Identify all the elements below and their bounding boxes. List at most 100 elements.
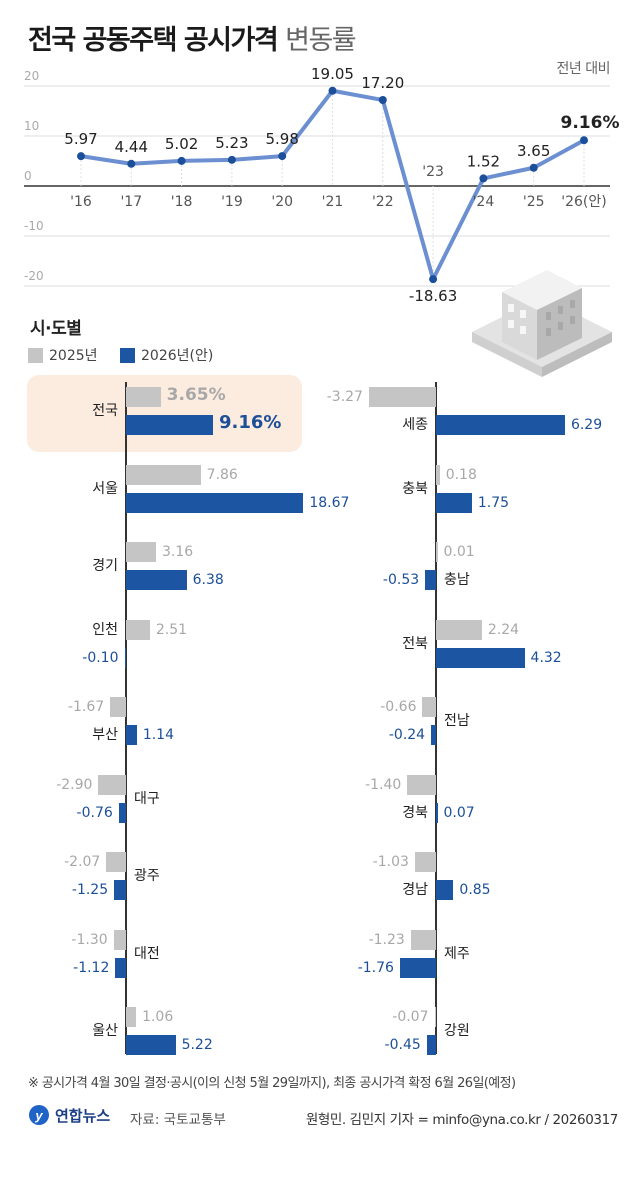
value-label: 6.38 <box>192 572 224 588</box>
bar-2025 <box>414 852 436 872</box>
data-point <box>328 86 337 95</box>
bar-2026 <box>436 802 438 823</box>
legend-swatch-2026 <box>120 347 135 363</box>
bar-2026 <box>436 647 525 668</box>
legend-2026: 2026년(안) <box>120 345 213 365</box>
bar-2025 <box>126 542 157 562</box>
data-point <box>278 152 287 161</box>
data-point <box>77 152 85 161</box>
data-point <box>580 136 588 145</box>
bar-2025 <box>368 387 436 407</box>
bar-2026 <box>436 880 454 900</box>
region-label: 경남 <box>402 882 428 898</box>
data-point <box>429 275 438 284</box>
data-point <box>177 156 186 165</box>
data-label: 9.16% <box>561 113 620 133</box>
x-tick-label: '25 <box>523 194 545 210</box>
bar-2025 <box>434 1007 436 1027</box>
legend-2025: 2025년 <box>28 345 98 365</box>
x-tick-label: '19 <box>221 194 243 210</box>
bar-2026 <box>118 802 126 823</box>
y-tick-label: -10 <box>24 219 44 233</box>
bar-2026 <box>431 725 436 745</box>
value-label: 3.16 <box>162 544 194 560</box>
legend-label: 2026년(안) <box>141 348 214 364</box>
data-label: 19.05 <box>311 65 354 83</box>
value-label: -1.76 <box>357 959 394 976</box>
x-tick-label: '23 <box>422 164 444 180</box>
data-label: 5.97 <box>64 130 97 148</box>
bar-2026 <box>126 1035 176 1055</box>
value-label: -2.07 <box>64 854 101 870</box>
legend-label: 2025년 <box>49 348 98 364</box>
value-label: 4.32 <box>530 649 562 666</box>
bar-2025 <box>110 697 126 717</box>
value-label: -0.10 <box>82 649 119 666</box>
region-label: 충남 <box>444 572 470 588</box>
bar-2025 <box>410 929 436 950</box>
region-label: 인천 <box>92 621 118 638</box>
region-label: 울산 <box>92 1023 118 1039</box>
value-label: -0.76 <box>76 804 113 821</box>
unit-label: 전년 대비 <box>556 61 611 77</box>
line-chart: 20 10 0 -10 -20 5.97 '16 4.44 '17 5.02 '18 5.23 '19 5… <box>24 65 620 305</box>
bar-2025 <box>126 387 161 407</box>
value-label: 1.06 <box>142 1009 174 1025</box>
y-tick-label: 0 <box>24 169 32 183</box>
yonhap-logo-icon: y <box>29 1105 49 1125</box>
value-label: -1.30 <box>71 931 108 948</box>
data-label: 1.52 <box>467 152 500 170</box>
value-label: 18.67 <box>309 494 350 511</box>
title-light: 변동률 <box>285 25 357 56</box>
bar-2025 <box>126 464 201 485</box>
value-label: 1.14 <box>142 727 174 743</box>
value-label: -1.25 <box>71 882 109 898</box>
region-label: 부산 <box>92 727 118 743</box>
left-axis <box>125 382 127 1054</box>
region-label: 강원 <box>444 1023 470 1039</box>
data-label: 5.98 <box>265 130 298 148</box>
x-tick-label: '26(안) <box>561 194 606 210</box>
source: 자료: 국토교통부 <box>130 1112 226 1128</box>
bar-2026 <box>126 415 214 435</box>
value-label: -0.45 <box>384 1037 421 1053</box>
bar-2025 <box>436 464 440 485</box>
bar-2026 <box>126 570 187 590</box>
svg-text:y: y <box>34 1108 43 1123</box>
bar-2026 <box>436 415 565 435</box>
right-axis <box>435 382 437 1054</box>
value-label: 5.22 <box>181 1037 213 1053</box>
value-label: -1.67 <box>67 699 105 715</box>
value-label: -2.90 <box>56 776 93 793</box>
region-label: 충북 <box>402 480 428 497</box>
bar-2026 <box>126 725 137 745</box>
value-label: -1.40 <box>365 776 402 793</box>
x-tick-label: '24 <box>473 194 495 210</box>
title-bold: 전국 공동주택 공시가격 <box>28 25 279 56</box>
data-label: 3.65 <box>517 142 550 160</box>
bar-2025 <box>436 619 482 640</box>
value-label: -0.53 <box>382 572 420 588</box>
bar-2025 <box>126 1007 137 1027</box>
x-tick-label: '22 <box>372 194 394 210</box>
y-tick-label: 10 <box>24 119 39 133</box>
y-tick-label: -20 <box>24 269 44 283</box>
value-label: 2.24 <box>487 621 520 638</box>
bar-2026 <box>426 1035 436 1055</box>
data-label: 5.02 <box>165 135 198 153</box>
value-label: 9.16% <box>219 412 282 433</box>
data-label: 5.23 <box>215 134 248 152</box>
value-label: 7.86 <box>206 466 238 483</box>
value-label: 2.51 <box>155 621 188 638</box>
value-label: 0.18 <box>445 466 477 483</box>
bar-2026 <box>126 492 304 513</box>
bar-2025 <box>126 619 150 640</box>
value-label: 1.75 <box>477 494 510 511</box>
region-label: 전남 <box>444 713 470 729</box>
x-tick-label: '16 <box>70 194 92 210</box>
bar-2026 <box>436 492 472 513</box>
value-label: -0.07 <box>392 1009 429 1025</box>
bar-2025 <box>106 852 126 872</box>
data-point <box>378 96 387 104</box>
credit: 원형민. 김민지 기자 = minfo@yna.co.kr / 20260317 <box>305 1112 619 1128</box>
